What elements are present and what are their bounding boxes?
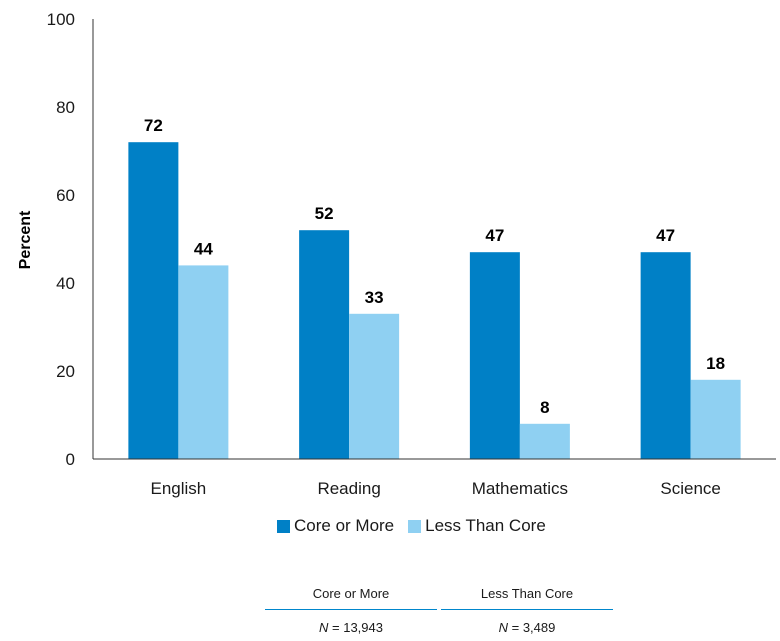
n-symbol: N — [498, 620, 508, 635]
y-tick-label-60: 60 — [56, 186, 75, 205]
bar-science-core-or-more — [640, 252, 691, 459]
data-label-science-less-than-core: 18 — [706, 354, 725, 373]
bar-science-less-than-core — [690, 379, 741, 459]
x-tick-label-reading: Reading — [317, 479, 380, 498]
sample-column-core-or-more: Core or More N = 13,943 — [265, 586, 437, 635]
legend-swatch-core-or-more — [277, 519, 290, 533]
sample-header: Less Than Core — [441, 586, 613, 610]
n-value: 3,489 — [522, 620, 556, 635]
bar-mathematics-less-than-core — [519, 423, 570, 459]
bar-reading-less-than-core — [349, 313, 400, 459]
legend-label-core-or-more: Core or More — [294, 516, 395, 535]
bar-reading-core-or-more — [299, 230, 350, 459]
y-tick-label-20: 20 — [56, 362, 75, 381]
data-label-english-less-than-core: 44 — [194, 239, 213, 258]
legend: Core or More Less Than Core — [277, 516, 560, 536]
data-label-reading-core-or-more: 52 — [315, 204, 334, 223]
n-symbol: N — [319, 620, 329, 635]
bar-english-core-or-more — [128, 142, 179, 459]
x-tick-label-science: Science — [660, 479, 720, 498]
y-tick-label-40: 40 — [56, 274, 75, 293]
sample-value: N = 3,489 — [498, 620, 556, 635]
y-tick-label-100: 100 — [47, 10, 75, 29]
y-tick-label-0: 0 — [66, 450, 75, 469]
data-label-mathematics-core-or-more: 47 — [485, 226, 504, 245]
bar-english-less-than-core — [178, 265, 229, 459]
legend-swatch-less-than-core — [408, 519, 422, 533]
data-label-reading-less-than-core: 33 — [365, 288, 384, 307]
legend-item-core-or-more: Core or More — [277, 516, 394, 536]
x-tick-label-english: English — [150, 479, 206, 498]
data-label-english-core-or-more: 72 — [144, 116, 163, 135]
y-axis-label: Percent — [17, 210, 34, 269]
data-label-mathematics-less-than-core: 8 — [540, 398, 549, 417]
x-tick-label-mathematics: Mathematics — [472, 479, 568, 498]
sample-header: Core or More — [265, 586, 437, 610]
y-tick-label-80: 80 — [56, 98, 75, 117]
data-label-science-core-or-more: 47 — [656, 226, 675, 245]
sample-size-table: Core or More N = 13,943 Less Than Core N… — [265, 586, 617, 635]
sample-column-less-than-core: Less Than Core N = 3,489 — [441, 586, 613, 635]
legend-label-less-than-core: Less Than Core — [425, 516, 546, 535]
bar-mathematics-core-or-more — [469, 252, 520, 459]
n-value: 13,943 — [343, 620, 383, 635]
bar-chart: Percent 0 20 40 60 80 100 72 44 52 33 47 8 47 18 Eng… — [17, 10, 776, 498]
sample-value: N = 13,943 — [319, 620, 383, 635]
legend-item-less-than-core: Less Than Core — [408, 516, 546, 536]
